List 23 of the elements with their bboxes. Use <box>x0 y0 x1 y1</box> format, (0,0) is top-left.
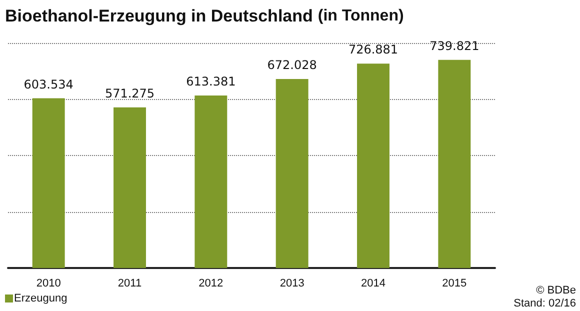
x-tick-label: 2010 <box>36 278 61 290</box>
x-tick-label: 2011 <box>118 278 142 290</box>
x-tick-label: 2014 <box>361 278 386 290</box>
data-label: 672.028 <box>267 58 317 72</box>
data-label: 739.821 <box>430 38 480 53</box>
data-label: 571.275 <box>104 86 155 100</box>
x-tick-label: 2015 <box>442 278 467 290</box>
legend-label: Erzeugung <box>14 292 68 304</box>
text: © BDBe <box>536 284 576 296</box>
chart-title: Bioethanol-Erzeugung in Deutschland <box>5 6 313 26</box>
bar <box>357 64 390 268</box>
x-tick-label: 2013 <box>280 278 304 290</box>
bar <box>194 95 228 268</box>
data-label: 726.881 <box>348 42 398 57</box>
bar <box>438 60 471 268</box>
bar <box>276 78 308 268</box>
bar <box>114 107 146 268</box>
x-tick-label: 2012 <box>198 278 224 290</box>
text: Stand: 02/16 <box>514 298 576 310</box>
chart-subtitle: (in Tonnen) <box>318 8 404 24</box>
bar <box>32 98 65 268</box>
data-label: 603.534 <box>24 77 74 92</box>
data-label: 613.381 <box>186 74 236 88</box>
